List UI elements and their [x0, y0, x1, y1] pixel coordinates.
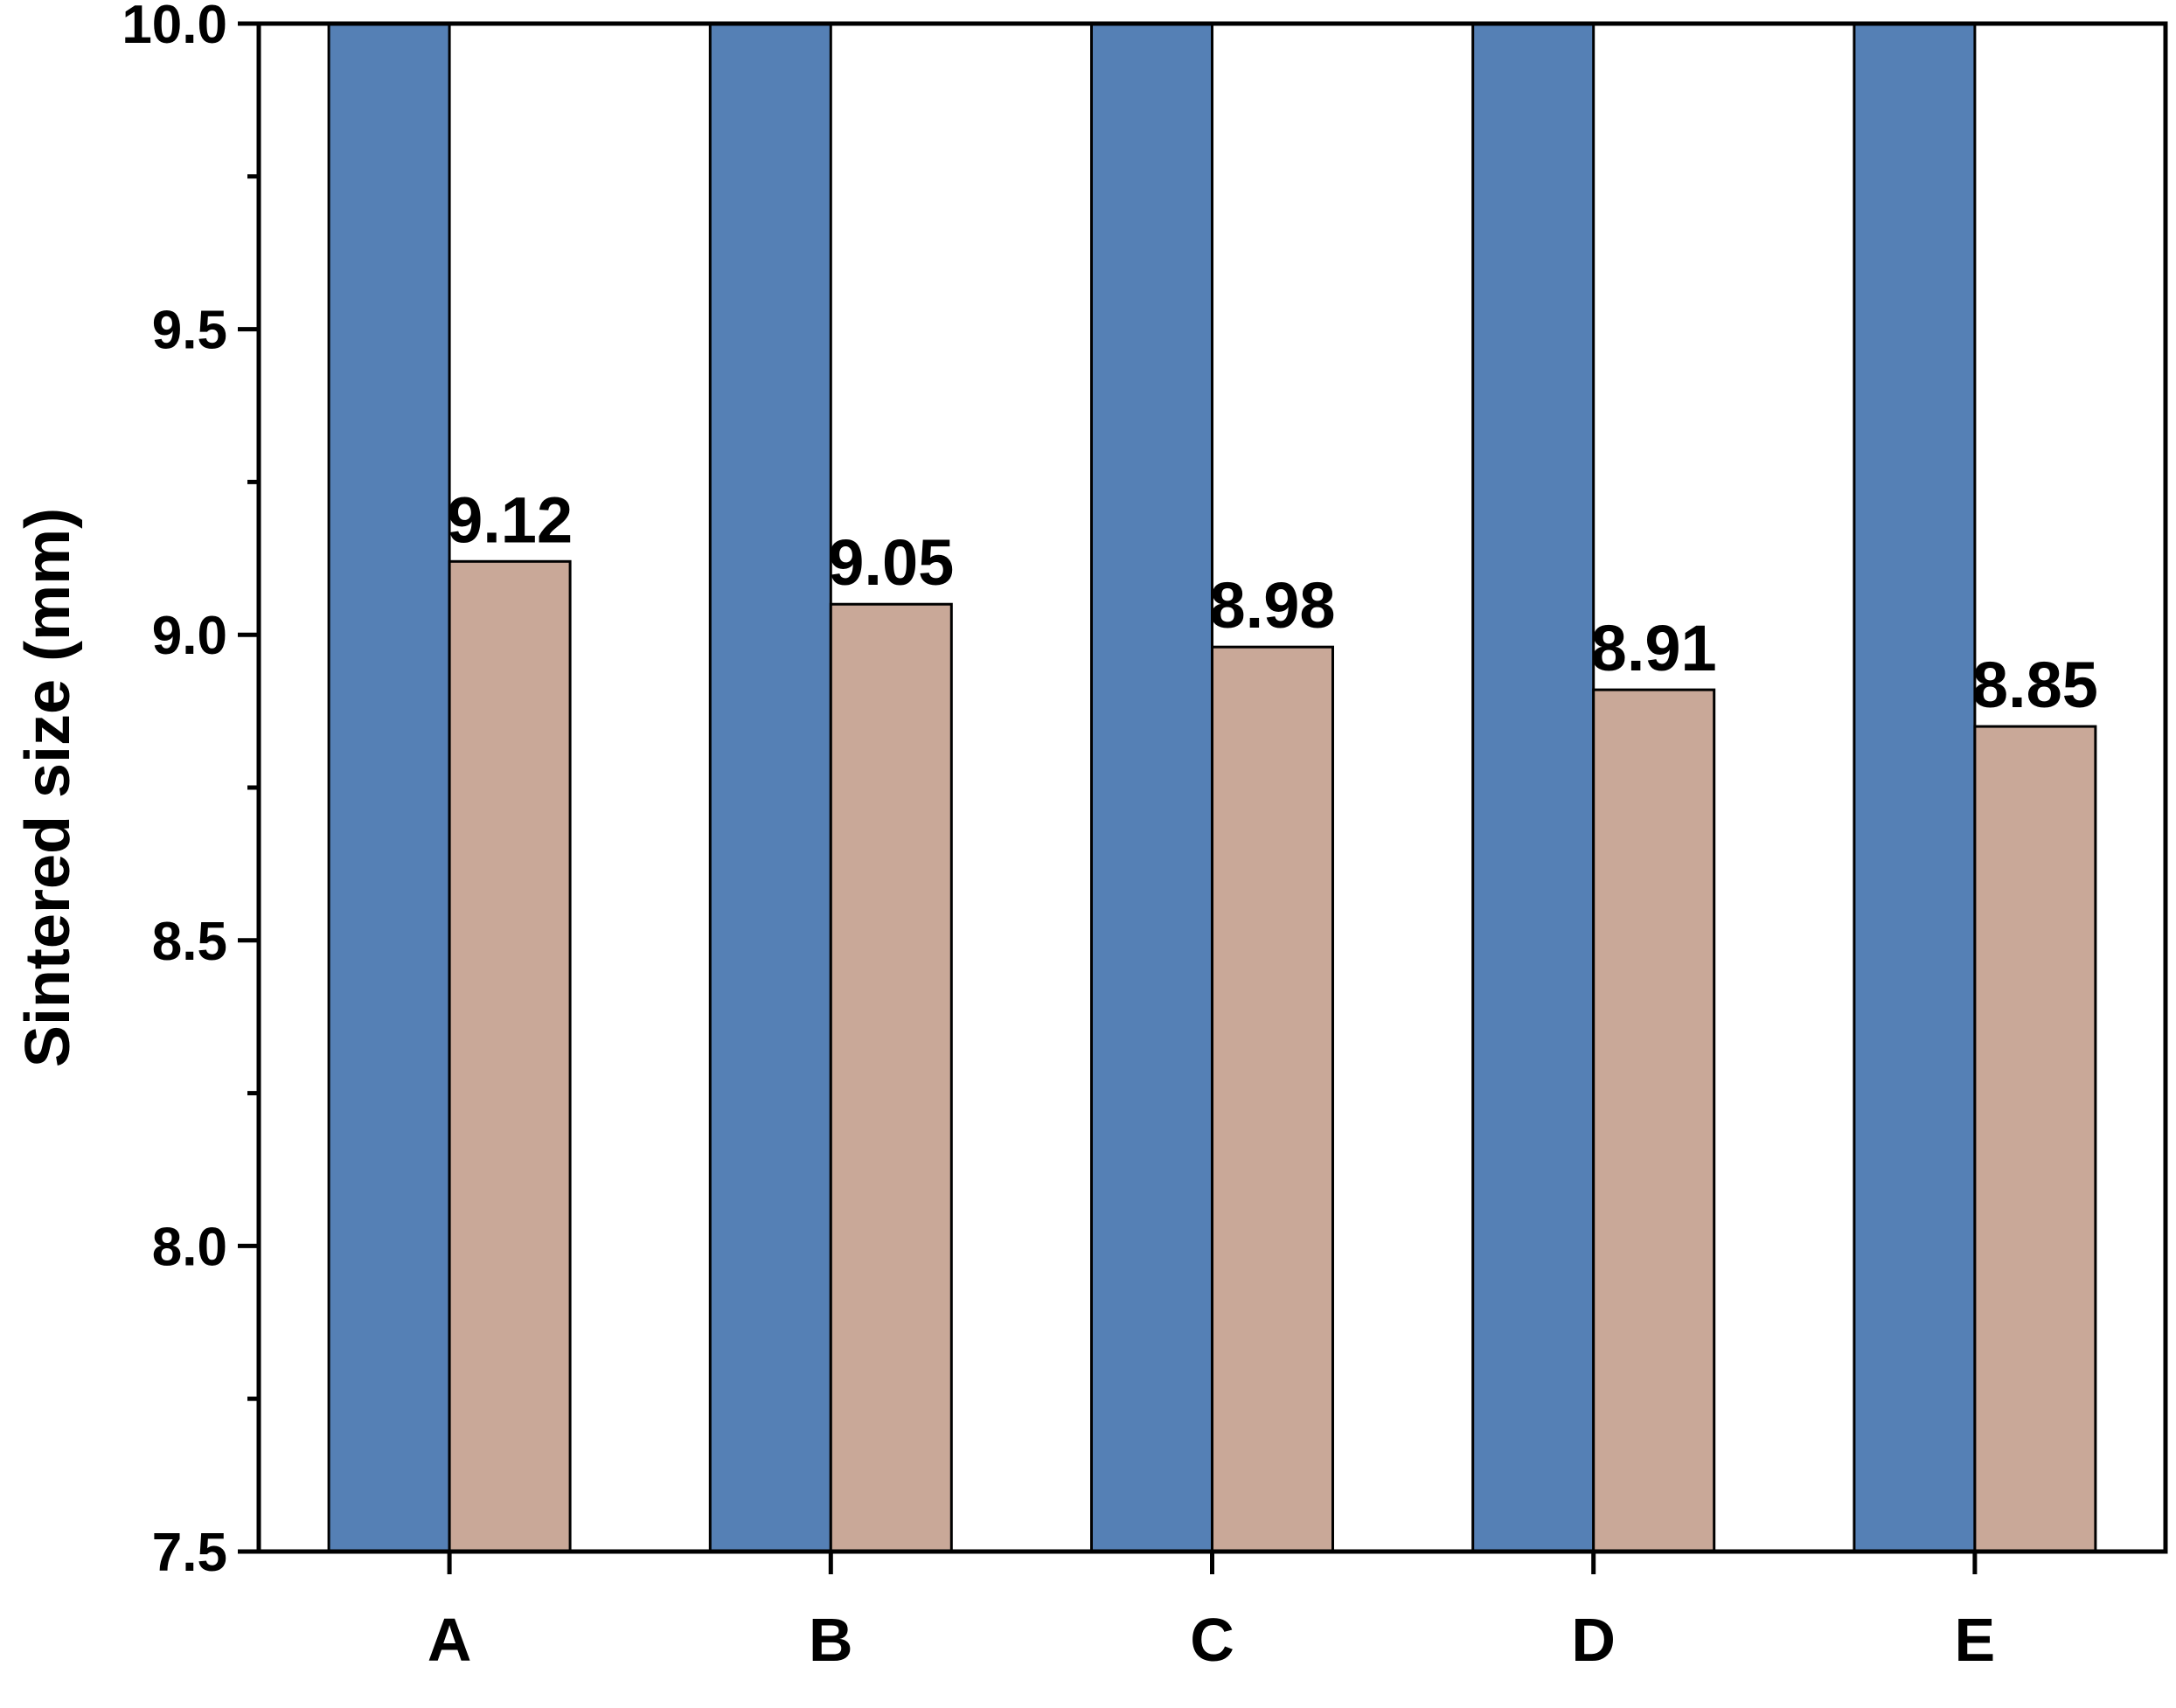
- bar-series1-E: [1853, 22, 1977, 1553]
- y-axis-title: Sintered size (mm): [13, 508, 83, 1067]
- bar-series2-E: [1973, 725, 2097, 1553]
- y-tick-label-9.0: 9.0: [152, 606, 227, 666]
- x-tick-label-D: D: [1571, 1606, 1616, 1674]
- x-tick-label-C: C: [1190, 1606, 1234, 1674]
- y-tick-label-8.0: 8.0: [152, 1217, 227, 1277]
- bar-series2-C: [1211, 645, 1334, 1553]
- x-axis-ticks: A B C D E: [428, 1552, 1995, 1674]
- bars-group: [327, 22, 2097, 1553]
- data-label-A: 9.12: [447, 483, 573, 556]
- bar-series2-A: [448, 559, 572, 1553]
- x-tick-label-E: E: [1955, 1606, 1996, 1674]
- data-label-E: 8.85: [1972, 649, 2098, 721]
- bar-series1-B: [708, 22, 832, 1553]
- y-tick-label-10.0: 10.0: [122, 0, 227, 55]
- data-label-C: 8.98: [1209, 569, 1335, 642]
- data-labels-group: 9.12 9.05 8.98 8.91 8.85: [447, 483, 2098, 721]
- bar-series2-B: [829, 602, 953, 1553]
- bar-series1-C: [1090, 22, 1213, 1553]
- bar-series2-D: [1592, 688, 1716, 1553]
- data-label-B: 9.05: [828, 526, 954, 599]
- bar-series1-D: [1471, 22, 1596, 1553]
- data-label-D: 8.91: [1591, 612, 1717, 684]
- x-tick-label-A: A: [428, 1606, 472, 1674]
- y-tick-label-7.5: 7.5: [152, 1523, 227, 1583]
- bar-series1-A: [327, 22, 451, 1553]
- y-tick-label-8.5: 8.5: [152, 912, 227, 972]
- x-tick-label-B: B: [809, 1606, 853, 1674]
- y-axis-ticks: 7.5 8.0 8.5 9.0 9.5 10.0: [122, 0, 259, 1583]
- y-tick-label-9.5: 9.5: [152, 301, 227, 361]
